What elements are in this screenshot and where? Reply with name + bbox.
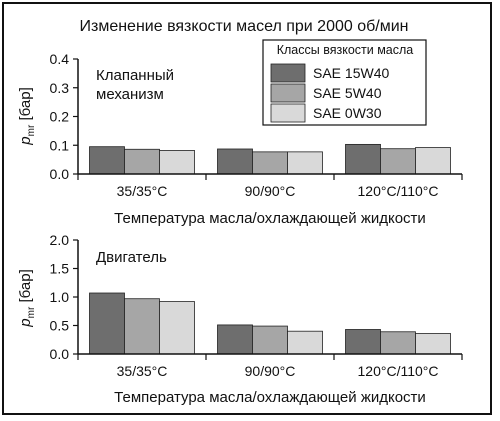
bars-layer xyxy=(89,143,451,175)
x-tick-label: 35/35°C xyxy=(117,363,168,379)
y-axis-label-base: p xyxy=(17,136,34,145)
legend-swatch xyxy=(270,83,306,103)
bar xyxy=(345,329,381,355)
bar xyxy=(89,292,125,355)
x-tick-label: 90/90°C xyxy=(245,183,296,199)
legend-swatch xyxy=(270,103,306,123)
chart-annotation: Двигатель xyxy=(96,249,167,266)
x-ticks: 35/35°C 90/90°C 120°C/110°C xyxy=(77,354,463,379)
legend: Классы вязкости масла SAE 15W40 SAE 5W40 S… xyxy=(262,39,427,126)
bar xyxy=(287,330,323,355)
x-ticks: 35/35°C 90/90°C 120°C/110°C xyxy=(77,174,463,199)
chart-annotation-line: Клапанный xyxy=(96,67,174,84)
x-axis-label: Температура масла/охлаждающей жидкости xyxy=(114,389,426,406)
y-tick-label: 0.1 xyxy=(50,137,70,153)
bars-layer xyxy=(89,292,451,355)
bar xyxy=(380,148,416,175)
y-axis-label-unit: [бар] xyxy=(17,269,34,306)
x-tick-label: 35/35°C xyxy=(117,183,168,199)
x-tick-label: 90/90°C xyxy=(245,363,296,379)
y-axis-label-unit: [бар] xyxy=(17,87,34,124)
bar xyxy=(380,331,416,355)
y-axis-label-sub: mr xyxy=(26,124,37,136)
legend-label: SAE 15W40 xyxy=(313,65,389,81)
chart-annotation-line: Двигатель xyxy=(96,249,167,266)
legend-title: Классы вязкости масла xyxy=(277,43,414,57)
legend-swatch xyxy=(270,63,306,83)
y-tick-label: 0.0 xyxy=(50,166,70,182)
y-tick-label: 0.0 xyxy=(50,346,70,362)
y-tick-label: 0.4 xyxy=(50,51,70,67)
chart-annotation-line: механизм xyxy=(96,86,164,103)
y-tick-label: 0.3 xyxy=(50,80,70,96)
bar xyxy=(217,324,253,355)
bar xyxy=(252,151,288,175)
y-tick-label: 2.0 xyxy=(50,232,70,248)
bar xyxy=(124,298,160,355)
chart-valve-mechanism: 0.0 0.1 0.2 0.3 0.4 35/35°C 90/90°C 120°C/110°… xyxy=(17,51,463,227)
y-tick-label: 0.2 xyxy=(50,109,70,125)
figure-title: Изменение вязкости масел при 2000 об/мин xyxy=(79,18,408,35)
bar xyxy=(159,150,195,175)
bar xyxy=(415,147,451,175)
x-axis-label: Температура масла/охлаждающей жидкости xyxy=(114,210,426,227)
y-axis-label: pmr [бар] xyxy=(17,87,37,145)
legend-label: SAE 0W30 xyxy=(313,105,382,121)
bar xyxy=(345,143,381,175)
chart-annotation: Клапанный механизм xyxy=(96,67,178,103)
bar xyxy=(89,146,125,175)
y-axis-label-sub: mr xyxy=(26,306,37,318)
legend-label: SAE 5W40 xyxy=(313,85,382,101)
y-ticks: 0.0 0.1 0.2 0.3 0.4 xyxy=(50,51,78,182)
y-tick-label: 1.0 xyxy=(50,289,70,305)
y-ticks: 0.0 0.5 1.0 1.5 2.0 xyxy=(50,232,78,362)
bar xyxy=(159,301,195,355)
bar xyxy=(287,151,323,175)
y-axis-label: pmr [бар] xyxy=(17,269,37,327)
y-axis-label-base: p xyxy=(17,318,34,327)
bar xyxy=(252,325,288,355)
y-tick-label: 1.5 xyxy=(50,261,70,277)
bar xyxy=(124,148,160,175)
bar xyxy=(217,148,253,175)
x-tick-label: 120°C/110°C xyxy=(358,183,439,199)
y-tick-label: 0.5 xyxy=(50,318,70,334)
bar xyxy=(415,333,451,355)
x-tick-label: 120°C/110°C xyxy=(358,363,439,379)
chart-engine: 0.0 0.5 1.0 1.5 2.0 35/35°C 90/90°C 120°C/110°… xyxy=(17,232,463,406)
